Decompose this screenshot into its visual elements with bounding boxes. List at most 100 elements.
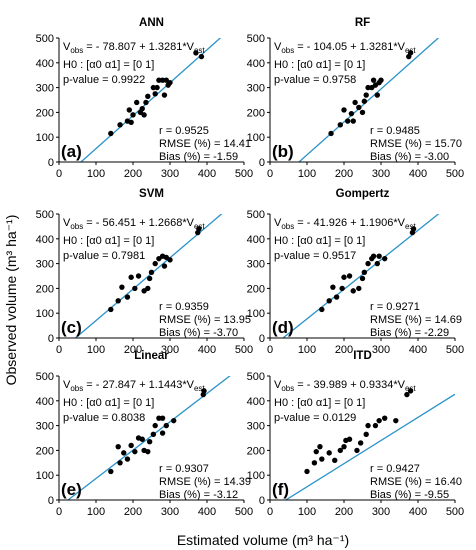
data-point bbox=[326, 450, 332, 456]
data-point bbox=[313, 448, 319, 455]
x-tick-label: 0 bbox=[56, 344, 62, 356]
x-tick-label: 200 bbox=[335, 506, 353, 518]
r-stat: r = 0.9525 bbox=[159, 125, 209, 137]
regression-line bbox=[298, 38, 440, 162]
data-point bbox=[341, 107, 347, 113]
x-tick-label: 400 bbox=[409, 506, 427, 518]
panel-svm: SVM 0 100 200 300 400 500 0 100 200 300 400 500 Vobs … bbox=[36, 188, 254, 356]
y-tick-label: 0 bbox=[48, 333, 54, 345]
y-tick-label: 200 bbox=[247, 107, 265, 119]
data-point bbox=[121, 450, 127, 456]
data-point bbox=[145, 448, 151, 455]
y-tick-label: 300 bbox=[36, 421, 54, 433]
x-tick-label: 100 bbox=[298, 344, 316, 356]
data-point bbox=[130, 112, 136, 118]
data-point bbox=[339, 285, 345, 292]
data-point bbox=[376, 253, 382, 259]
data-point bbox=[337, 447, 343, 454]
x-tick-label: 200 bbox=[335, 344, 353, 356]
p-value-text: p-value = 0.8038 bbox=[63, 412, 145, 424]
data-point bbox=[132, 285, 138, 292]
data-point bbox=[407, 50, 414, 56]
bias-stat: Bias (%) = -3.70 bbox=[159, 327, 238, 339]
data-point bbox=[150, 431, 157, 437]
x-tick-label: 100 bbox=[87, 344, 105, 356]
regression-line bbox=[284, 393, 455, 500]
data-point bbox=[361, 269, 368, 275]
data-point bbox=[167, 79, 173, 86]
x-tick-label: 300 bbox=[372, 506, 390, 518]
x-tick-label: 500 bbox=[235, 506, 253, 518]
data-point bbox=[382, 255, 388, 262]
data-point bbox=[346, 436, 353, 442]
data-point bbox=[159, 430, 166, 436]
bias-stat: Bias (%) = -9.55 bbox=[370, 489, 449, 501]
x-tick-label: 300 bbox=[161, 506, 179, 518]
data-point bbox=[374, 260, 380, 267]
panel-title: SVM bbox=[139, 188, 164, 200]
rmse-stat: RMSE (%) = 16.40 bbox=[370, 476, 462, 488]
y-tick-label: 0 bbox=[259, 157, 265, 169]
r-stat: r = 0.9485 bbox=[370, 125, 420, 137]
y-tick-label: 200 bbox=[247, 445, 265, 457]
p-value-text: p-value = 0.0129 bbox=[274, 412, 356, 424]
y-tick-label: 0 bbox=[48, 157, 54, 169]
data-point bbox=[328, 130, 334, 137]
data-point bbox=[407, 388, 414, 394]
data-point bbox=[330, 284, 336, 290]
panel-title: Linear bbox=[134, 350, 169, 362]
data-point bbox=[352, 99, 358, 106]
data-point bbox=[115, 443, 121, 450]
bias-stat: Bias (%) = -3.00 bbox=[370, 151, 449, 163]
data-point bbox=[156, 415, 162, 421]
panel-label: (a) bbox=[61, 142, 82, 161]
data-point bbox=[332, 457, 338, 464]
data-point bbox=[159, 415, 166, 421]
y-tick-label: 0 bbox=[259, 495, 265, 507]
x-tick-label: 500 bbox=[446, 344, 464, 356]
data-point bbox=[361, 98, 368, 104]
data-point bbox=[163, 422, 169, 429]
y-tick-label: 400 bbox=[36, 396, 54, 408]
data-point bbox=[128, 442, 134, 449]
y-tick-label: 200 bbox=[247, 283, 265, 295]
data-point bbox=[119, 284, 125, 290]
data-point bbox=[382, 415, 388, 421]
data-point bbox=[311, 460, 318, 466]
x-tick-label: 0 bbox=[56, 506, 62, 518]
p-value-text: p-value = 0.7981 bbox=[63, 250, 145, 262]
y-tick-label: 0 bbox=[259, 333, 265, 345]
panel-title: RF bbox=[355, 17, 370, 29]
data-point bbox=[196, 226, 202, 232]
hypothesis-text: H0 : [α0 α1] = [0 1] bbox=[274, 397, 365, 409]
panel-label: (d) bbox=[272, 318, 294, 337]
rmse-stat: RMSE (%) = 13.95 bbox=[159, 314, 251, 326]
panel-gompertz: Gompertz 0 100 200 300 400 500 0 100 200 300 400 500… bbox=[247, 188, 465, 356]
y-tick-label: 200 bbox=[36, 283, 54, 295]
data-point bbox=[152, 260, 158, 267]
y-tick-label: 100 bbox=[36, 132, 54, 144]
y-tick-label: 300 bbox=[247, 83, 265, 95]
y-tick-label: 100 bbox=[247, 132, 265, 144]
data-point bbox=[152, 91, 158, 97]
data-point bbox=[370, 77, 377, 83]
hypothesis-text: H0 : [α0 α1] = [0 1] bbox=[274, 59, 365, 71]
data-point bbox=[154, 84, 160, 91]
data-point bbox=[354, 447, 360, 454]
y-tick-label: 100 bbox=[247, 308, 265, 320]
data-point bbox=[143, 99, 149, 106]
hypothesis-text: H0 : [α0 α1] = [0 1] bbox=[63, 235, 154, 247]
data-point bbox=[346, 273, 353, 279]
y-tick-label: 400 bbox=[36, 58, 54, 70]
rmse-stat: RMSE (%) = 14.39 bbox=[159, 476, 251, 488]
p-value-text: p-value = 0.9922 bbox=[63, 74, 145, 86]
panel-itd: ITD 0 100 200 300 400 500 0 100 200 300 400 500 Vobs … bbox=[247, 350, 465, 518]
y-tick-label: 500 bbox=[36, 371, 54, 383]
data-point bbox=[304, 468, 310, 475]
data-point bbox=[108, 130, 114, 137]
data-point bbox=[161, 263, 168, 269]
regression-equation: Vobs = - 78.807 + 1.3281*Vest bbox=[63, 41, 205, 55]
y-tick-label: 300 bbox=[36, 259, 54, 271]
x-tick-label: 500 bbox=[235, 344, 253, 356]
